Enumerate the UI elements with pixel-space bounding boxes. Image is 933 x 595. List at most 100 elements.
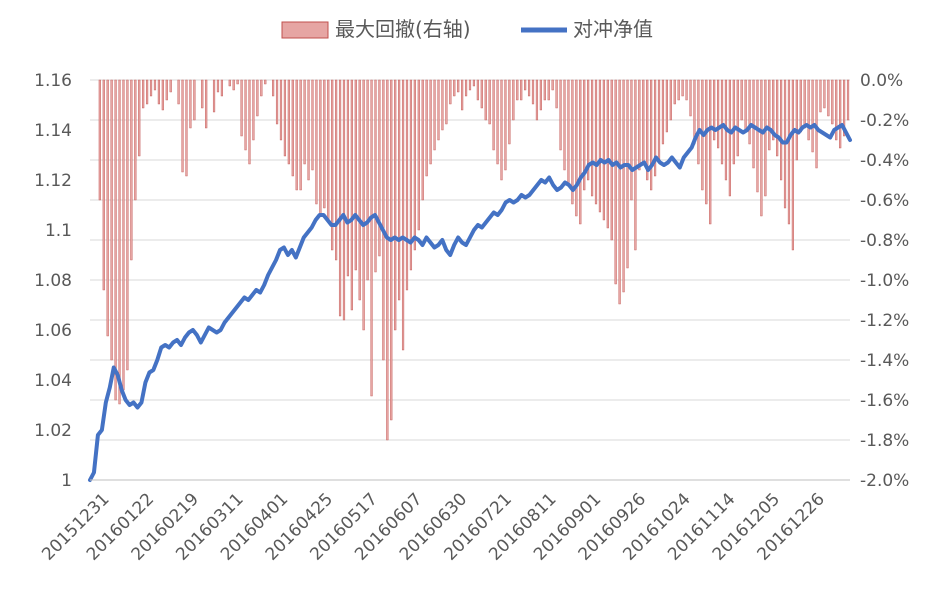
drawdown-bar (508, 79, 511, 145)
left-axis-tick-label: 1 (61, 471, 72, 491)
drawdown-bar (256, 79, 259, 117)
drawdown-bar (362, 79, 365, 331)
drawdown-bar (421, 79, 424, 201)
right-axis-tick-label: -2.0% (860, 471, 909, 491)
drawdown-bar (634, 79, 637, 251)
drawdown-bar (240, 79, 243, 137)
right-axis-tick-label: -1.2% (860, 311, 909, 331)
drawdown-bar (669, 79, 672, 121)
drawdown-bar (181, 79, 184, 173)
drawdown-bar (149, 79, 153, 97)
drawdown-bar (390, 79, 393, 421)
drawdown-bar (677, 79, 680, 101)
drawdown-bar (575, 79, 578, 217)
drawdown-bar (201, 79, 204, 109)
drawdown-bar (559, 79, 562, 151)
drawdown-bar (787, 79, 791, 225)
drawdown-bar (709, 79, 712, 225)
drawdown-bar (484, 79, 487, 121)
drawdown-bar (146, 79, 149, 105)
drawdown-bar (350, 79, 353, 311)
drawdown-bar (650, 79, 653, 191)
drawdown-bar (602, 79, 605, 221)
drawdown-bar (705, 79, 708, 205)
drawdown-bar (638, 79, 641, 171)
legend: 最大回撤(右轴) 对冲净值 (281, 17, 653, 41)
drawdown-bar (823, 79, 826, 109)
gridlines (90, 79, 850, 481)
drawdown-bar (500, 79, 503, 181)
drawdown-bar (307, 79, 310, 181)
drawdown-bar (480, 79, 483, 109)
drawdown-bar (835, 79, 838, 141)
drawdown-bar (579, 79, 582, 225)
drawdown-bar (468, 79, 472, 91)
right-axis-tick-label: -1.0% (860, 271, 909, 291)
drawdown-bar (626, 79, 629, 269)
drawdown-bar (193, 79, 196, 121)
drawdown-bar (583, 79, 586, 191)
drawdown-bar (102, 79, 105, 291)
drawdown-bar (598, 79, 602, 213)
drawdown-bar (606, 79, 609, 229)
drawdown-bar (425, 79, 428, 177)
right-axis-tick-label: -0.2% (860, 111, 909, 131)
drawdown-bar (795, 79, 798, 161)
drawdown-bar (827, 79, 830, 117)
drawdown-bar (547, 79, 550, 101)
drawdown-bar (543, 79, 546, 101)
drawdown-bar (846, 79, 850, 121)
right-axis-tick-label: -1.4% (860, 351, 909, 371)
drawdown-bar (516, 79, 519, 101)
drawdown-bar (366, 79, 369, 281)
drawdown-bar (524, 79, 527, 91)
drawdown-bar (441, 79, 444, 131)
drawdown-bar (610, 79, 613, 241)
drawdown-bar (338, 79, 342, 317)
drawdown-bar (756, 79, 759, 193)
nav-line-layer (88, 123, 852, 482)
drawdown-bar (614, 79, 617, 285)
drawdown-bar (177, 79, 180, 105)
drawdown-bar (248, 79, 251, 165)
drawdown-bar (594, 79, 598, 205)
drawdown-bar (681, 79, 684, 97)
drawdown-bar (799, 79, 802, 133)
drawdown-bar (118, 79, 121, 405)
drawdown-bar (134, 79, 137, 201)
drawdown-bar (252, 79, 255, 141)
drawdown-bar (642, 79, 645, 165)
drawdown-bar (114, 79, 117, 401)
right-axis-tick-label: -0.8% (860, 231, 909, 251)
drawdown-bar (831, 79, 834, 125)
drawdown-bar (685, 79, 688, 101)
drawdown-bar (657, 79, 661, 161)
drawdown-bar (567, 79, 570, 185)
drawdown-bar (728, 79, 731, 197)
drawdown-bar (590, 79, 594, 197)
drawdown-bar (138, 79, 141, 157)
drawdown-bar (303, 79, 306, 165)
drawdown-bar (315, 79, 318, 205)
drawdown-bar (646, 79, 649, 181)
drawdown-bar (153, 79, 157, 91)
drawdown-bar (358, 79, 361, 301)
drawdown-bar (496, 79, 499, 165)
drawdown-bar (346, 79, 350, 277)
drawdown-bar (311, 79, 314, 171)
drawdown-bar (110, 79, 113, 361)
drawdown-bar (287, 79, 290, 165)
drawdown-bar (791, 79, 794, 251)
right-axis-tick-label: -1.8% (860, 431, 909, 451)
drawdown-bar (437, 79, 440, 141)
drawdown-bar (398, 79, 401, 301)
drawdown-bar (319, 79, 322, 217)
drawdown-bar (653, 79, 657, 177)
drawdown-bar (504, 79, 507, 171)
drawdown-bar (618, 79, 621, 305)
left-axis-tick-label: 1.16 (34, 71, 72, 91)
drawdown-bar (461, 79, 464, 111)
drawdown-bar (673, 79, 676, 105)
